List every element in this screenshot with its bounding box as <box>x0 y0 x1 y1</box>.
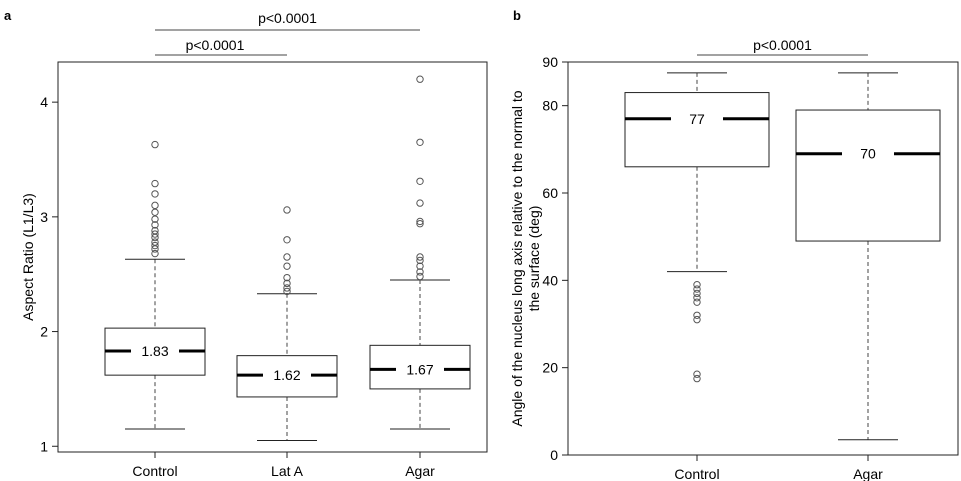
box-lat-a: 1.62 <box>236 206 338 442</box>
outlier-point <box>283 236 291 244</box>
y-tick-label: 2 <box>40 324 48 340</box>
outlier-point <box>416 220 424 228</box>
outlier-point <box>693 374 701 383</box>
outlier-point <box>693 298 701 306</box>
outlier-point <box>151 221 159 229</box>
box-control: 77 <box>624 72 770 383</box>
panel-label: a <box>4 8 12 23</box>
x-tick-label: Control <box>132 463 177 479</box>
outlier-point <box>283 284 291 292</box>
outlier-point <box>416 268 424 276</box>
significance-label: p<0.0001 <box>258 10 317 26</box>
x-tick-label: Control <box>674 466 719 481</box>
y-tick-label: 90 <box>542 54 558 70</box>
outlier-point <box>283 287 291 296</box>
y-tick-label: 40 <box>542 272 558 288</box>
iqr-box <box>795 109 941 242</box>
y-axis-label: Aspect Ratio (L1/L3) <box>20 193 36 321</box>
outlier-point <box>693 285 701 293</box>
outlier-point <box>693 294 701 302</box>
y-tick-label: 4 <box>40 94 48 110</box>
outlier-point <box>416 138 424 146</box>
outlier-point <box>693 315 701 324</box>
outlier-point <box>151 230 159 238</box>
outlier-point <box>151 201 159 210</box>
outlier-point <box>151 226 159 235</box>
outlier-point <box>151 140 159 149</box>
y-tick-label: 3 <box>40 209 48 225</box>
outlier-point <box>151 190 159 198</box>
outlier-point <box>283 262 291 270</box>
iqr-box <box>624 92 770 168</box>
y-tick-label: 60 <box>542 185 558 201</box>
y-tick-label: 20 <box>542 360 558 376</box>
outlier-point <box>693 311 701 319</box>
iqr-box <box>369 344 471 390</box>
median-label: 1.62 <box>273 367 300 383</box>
box-agar: 70 <box>795 72 941 441</box>
median-label: 70 <box>860 146 876 162</box>
significance-label: p<0.0001 <box>753 37 812 53</box>
outlier-point <box>283 273 291 282</box>
median-label: 1.83 <box>141 343 168 359</box>
panel-label: b <box>513 8 521 23</box>
y-tick-label: 80 <box>542 98 558 114</box>
outlier-point <box>416 75 424 83</box>
median-label: 77 <box>689 111 705 127</box>
outlier-point <box>151 208 159 216</box>
outlier-point <box>283 253 291 261</box>
plot-frame <box>57 61 488 453</box>
outlier-point <box>693 370 701 378</box>
y-tick-label: 0 <box>550 447 558 463</box>
median-label: 1.67 <box>406 361 433 377</box>
x-tick-label: Agar <box>405 463 435 479</box>
outlier-point <box>416 262 424 270</box>
box-agar: 1.67 <box>369 75 471 430</box>
outlier-point <box>151 249 159 258</box>
box-control: 1.83 <box>104 140 206 430</box>
outlier-point <box>416 199 424 207</box>
outlier-point <box>416 217 424 226</box>
y-tick-label: 1 <box>40 438 48 454</box>
outlier-point <box>283 279 291 288</box>
x-tick-label: Agar <box>853 466 883 481</box>
outlier-point <box>416 177 424 185</box>
panel-a: a 1 2 3 4 Aspect Ratio (L1/L3) Control Lat A Aga… <box>4 8 488 479</box>
outlier-point <box>416 272 424 281</box>
significance-label: p<0.0001 <box>186 37 245 53</box>
outlier-point <box>151 179 159 188</box>
x-tick-label: Lat A <box>271 463 304 479</box>
outlier-point <box>283 206 291 214</box>
outlier-point <box>416 253 424 261</box>
plot-frame <box>567 61 959 456</box>
outlier-point <box>416 256 424 265</box>
panel-b: b 0 20 40 60 80 90 Angle of the nucleus long ax… <box>509 8 959 481</box>
y-axis-label: Angle of the nucleus long axis relative … <box>509 90 542 426</box>
outlier-point <box>693 281 701 289</box>
outlier-point <box>151 241 159 250</box>
outlier-point <box>693 289 701 298</box>
outlier-point <box>151 238 159 246</box>
